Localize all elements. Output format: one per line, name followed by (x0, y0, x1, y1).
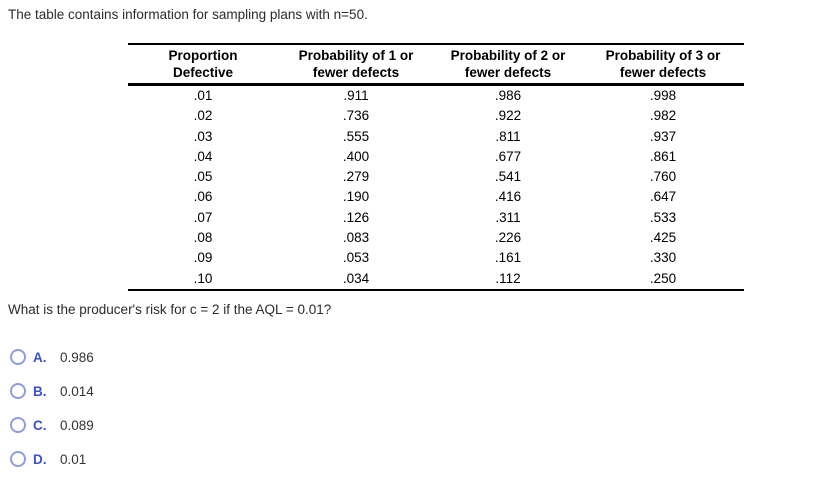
option-letter: D. (33, 451, 47, 467)
table-cell: .425 (649, 230, 677, 246)
table-row: .03 .555 .811 .937 (128, 127, 744, 147)
table-cell: .161 (494, 250, 522, 266)
sampling-plan-table: Proportion Defective Probability of 1 or fe… (128, 43, 744, 291)
table-cell: .126 (342, 209, 370, 225)
table-cell: .677 (494, 148, 522, 164)
table-row: .08 .083 .226 .425 (128, 228, 744, 248)
table-cell: .02 (193, 108, 213, 124)
answer-option-b[interactable]: B. 0.014 (10, 382, 94, 400)
table-cell: .06 (193, 189, 213, 205)
table-row: .06 .190 .416 .647 (128, 187, 744, 207)
column-header: Probability of 3 or fewer defects (582, 44, 744, 86)
table-cell: .416 (494, 189, 522, 205)
table-cell: .922 (494, 108, 522, 124)
table-cell: .226 (494, 230, 522, 246)
table-cell: .736 (342, 108, 370, 124)
radio-button[interactable] (10, 349, 26, 365)
table-cell: .400 (342, 148, 370, 164)
table-cell: .647 (649, 189, 677, 205)
table-cell: .541 (494, 169, 522, 185)
table-cell: .330 (649, 250, 677, 266)
table-cell: .112 (495, 270, 521, 286)
table-cell: .05 (193, 169, 213, 185)
column-header: Probability of 2 or fewer defects (434, 44, 582, 86)
table-cell: .03 (193, 128, 213, 144)
table-cell: .04 (193, 148, 213, 164)
table-cell: .250 (649, 270, 677, 286)
table-cell: .10 (193, 270, 213, 286)
table-cell: .083 (342, 230, 370, 246)
table-cell: .760 (649, 169, 677, 185)
answer-option-d[interactable]: D. 0.01 (10, 450, 94, 468)
table-cell: .986 (494, 88, 522, 103)
table-cell: .555 (342, 128, 370, 144)
table-cell: .01 (193, 88, 213, 103)
table-cell: .279 (342, 169, 370, 185)
table-cell: .998 (649, 88, 677, 103)
table-header-row: Proportion Defective Probability of 1 or fe… (128, 44, 744, 86)
answer-option-a[interactable]: A. 0.986 (10, 348, 94, 366)
table-cell: .937 (649, 128, 677, 144)
option-letter: B. (33, 383, 47, 399)
option-value: 0.986 (60, 349, 94, 365)
option-value: 0.014 (60, 383, 94, 399)
table-cell: .190 (342, 189, 370, 205)
option-letter: A. (33, 349, 47, 365)
table-row: .10 .034 .112 .250 (128, 269, 744, 290)
table-cell: .811 (495, 128, 521, 144)
radio-button[interactable] (10, 417, 26, 433)
column-header: Probability of 1 or fewer defects (278, 44, 434, 86)
table-row: .07 .126 .311 .533 (128, 208, 744, 228)
radio-button[interactable] (10, 383, 26, 399)
table-row: .02 .736 .922 .982 (128, 106, 744, 126)
table-cell: .07 (193, 209, 213, 225)
table-cell: .08 (193, 230, 213, 246)
table-cell: .982 (649, 108, 677, 124)
radio-button[interactable] (10, 451, 26, 467)
table-cell: .861 (649, 148, 677, 164)
table-cell: .911 (343, 88, 369, 103)
option-value: 0.089 (60, 417, 94, 433)
sampling-plan-table-container: Proportion Defective Probability of 1 or fe… (128, 43, 744, 291)
table-cell: .034 (342, 270, 370, 286)
table-row: .04 .400 .677 .861 (128, 147, 744, 167)
table-row: .05 .279 .541 .760 (128, 167, 744, 187)
answer-options: A. 0.986 B. 0.014 C. 0.089 D. 0.01 (10, 348, 94, 468)
column-header: Proportion Defective (128, 44, 278, 86)
option-letter: C. (33, 417, 47, 433)
table-cell: .311 (495, 209, 521, 225)
table-cell: .053 (342, 250, 370, 266)
table-body: .01 .911 .986 .998 .02 .736 .922 .982 .03 .555 .81… (128, 85, 744, 290)
intro-text: The table contains information for sampl… (8, 7, 368, 22)
option-value: 0.01 (60, 451, 87, 467)
table-row: .09 .053 .161 .330 (128, 248, 744, 268)
table-cell: .533 (649, 209, 677, 225)
table-row: .01 .911 .986 .998 (128, 85, 744, 107)
question-text: What is the producer's risk for c = 2 if… (8, 302, 332, 317)
table-cell: .09 (193, 250, 213, 266)
answer-option-c[interactable]: C. 0.089 (10, 416, 94, 434)
